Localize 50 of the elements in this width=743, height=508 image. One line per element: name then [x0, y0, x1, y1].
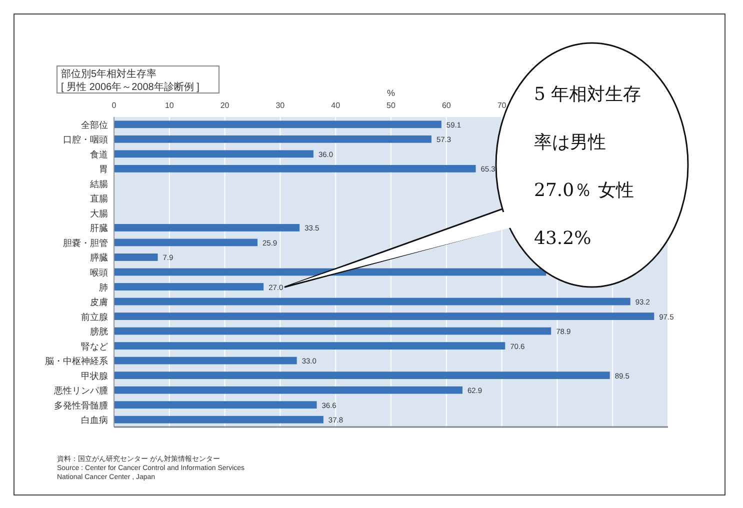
bar: [114, 164, 476, 172]
bar: [114, 238, 258, 246]
bar: [114, 120, 442, 128]
bar: [114, 224, 300, 232]
x-tick-label: 60: [442, 101, 452, 110]
y-tick-label: 腎など: [81, 341, 108, 352]
y-tick-label: 喉頭: [90, 268, 108, 278]
y-tick-label: 脳・中枢神経系: [45, 356, 108, 366]
y-tick-label: 食道: [90, 149, 108, 160]
bar: [114, 356, 297, 364]
bar: [114, 254, 158, 261]
y-tick-label: 前立腺: [81, 312, 108, 322]
y-tick-label: 悪性リンパ腫: [53, 386, 108, 396]
x-tick-label: 30: [276, 101, 286, 110]
x-tick-label: 40: [331, 101, 341, 110]
x-tick-label: 0: [112, 101, 117, 110]
bar: [114, 386, 462, 394]
x-tick-label: 50: [386, 101, 396, 110]
bar: [114, 298, 630, 306]
y-tick-label: 直腸: [90, 194, 108, 204]
y-tick-label: 甲状腺: [81, 370, 108, 381]
y-tick-label: 皮膚: [90, 297, 108, 308]
bar: [114, 312, 654, 320]
y-tick-label: 胆嚢・胆管: [63, 238, 108, 248]
bar: [114, 327, 552, 335]
bar: [114, 135, 432, 143]
bar: [114, 268, 546, 276]
chart-subtitle: [ 男性 2006年～2008年診断例 ]: [61, 81, 200, 93]
y-tick-label: 大腸: [90, 208, 108, 218]
y-tick-label: 膀胱: [90, 326, 108, 337]
bar: [114, 401, 317, 409]
y-tick-label: 結腸: [89, 178, 108, 189]
bar: [114, 416, 324, 424]
y-tick-label: 胃: [99, 164, 108, 174]
y-tick-label: 全部位: [81, 120, 108, 130]
bar: [114, 342, 506, 350]
y-tick-label: 膵臓: [90, 252, 108, 263]
chart-title: 部位別5年相対生存率: [61, 68, 157, 80]
bar: [114, 283, 264, 290]
y-tick-label: 肺: [99, 282, 108, 292]
bar: [114, 372, 610, 380]
y-tick-label: 白血病: [81, 415, 108, 426]
x-tick-label: 10: [164, 101, 174, 110]
x-tick-label: 70: [497, 101, 507, 110]
x-axis-title: %: [386, 88, 396, 98]
y-tick-label: 多発性骨髄腫: [54, 400, 108, 410]
y-tick-label: 肝臓: [90, 223, 108, 234]
y-tick-label: 口腔・咽頭: [63, 134, 108, 145]
bar: [114, 150, 314, 158]
x-tick-label: 20: [220, 101, 230, 110]
